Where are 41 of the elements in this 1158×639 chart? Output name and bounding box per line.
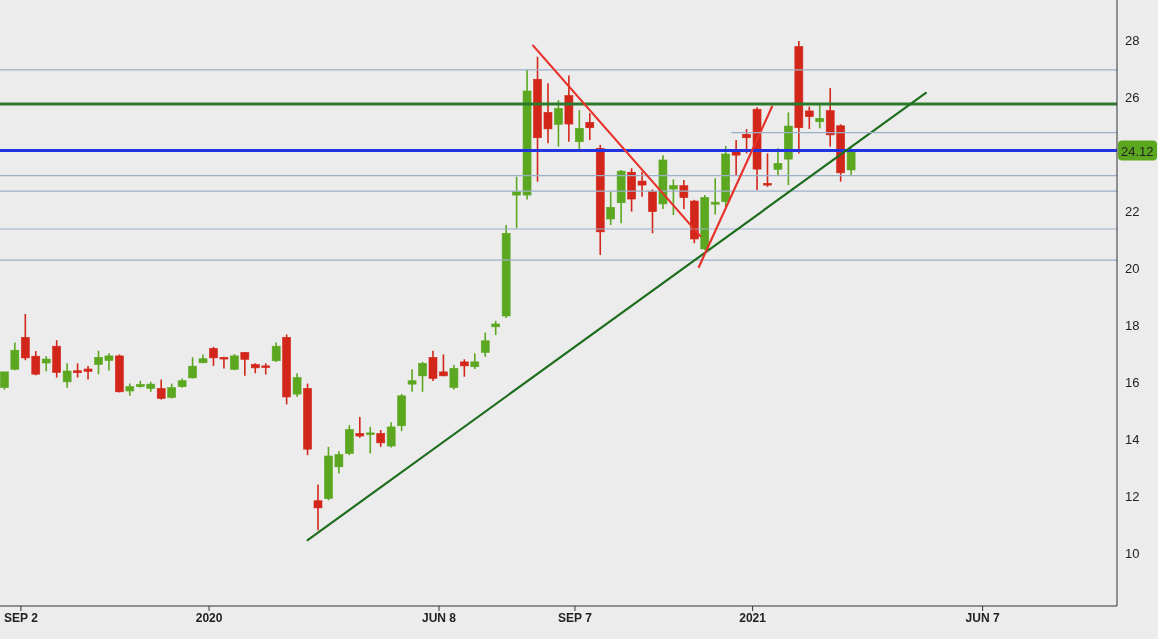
- ref-line-label: 24.12: [1121, 143, 1154, 159]
- candlestick: [763, 152, 772, 188]
- candlestick: [480, 331, 490, 358]
- candlestick: [846, 147, 856, 177]
- y-tick-label: 12: [1125, 488, 1140, 504]
- candlestick: [773, 147, 783, 177]
- candlestick: [156, 378, 166, 401]
- candlestick: [805, 105, 814, 130]
- candlestick: [271, 341, 281, 363]
- candlestick: [386, 421, 396, 449]
- candlestick: [407, 368, 417, 393]
- x-tick-label: SEP 7: [558, 610, 593, 625]
- y-tick-label: 22: [1125, 203, 1140, 219]
- y-tick-label: 10: [1125, 545, 1140, 561]
- candlestick: [554, 99, 563, 148]
- y-tick-label: 18: [1125, 317, 1140, 333]
- x-tick-label: JUN 8: [422, 610, 457, 625]
- x-tick-label: JUN 7: [965, 610, 1000, 625]
- candlestick: [585, 112, 595, 141]
- candlestick: [449, 364, 459, 391]
- candlestick: [648, 188, 657, 235]
- x-tick-label: SEP 2: [4, 610, 39, 625]
- candlestick: [10, 341, 20, 371]
- x-tick-label: 2020: [195, 610, 223, 625]
- candlestick: [345, 424, 354, 456]
- candlestick: [418, 361, 427, 393]
- candlestick: [606, 190, 615, 226]
- y-tick-label: 28: [1125, 32, 1140, 48]
- candlestick: [815, 104, 825, 130]
- candlestick: [365, 426, 375, 455]
- y-tick-label: 14: [1125, 431, 1140, 447]
- candlestick: [355, 416, 365, 439]
- candlestick: [710, 177, 720, 216]
- candlestick: [313, 483, 323, 531]
- candlestick: [292, 372, 302, 398]
- candlestick: [188, 356, 197, 380]
- candlestick: [62, 362, 72, 389]
- y-tick-label: 20: [1125, 260, 1140, 276]
- y-tick-label: 26: [1125, 89, 1140, 105]
- y-tick-label: 16: [1125, 374, 1140, 390]
- x-tick-label: 2021: [739, 610, 767, 625]
